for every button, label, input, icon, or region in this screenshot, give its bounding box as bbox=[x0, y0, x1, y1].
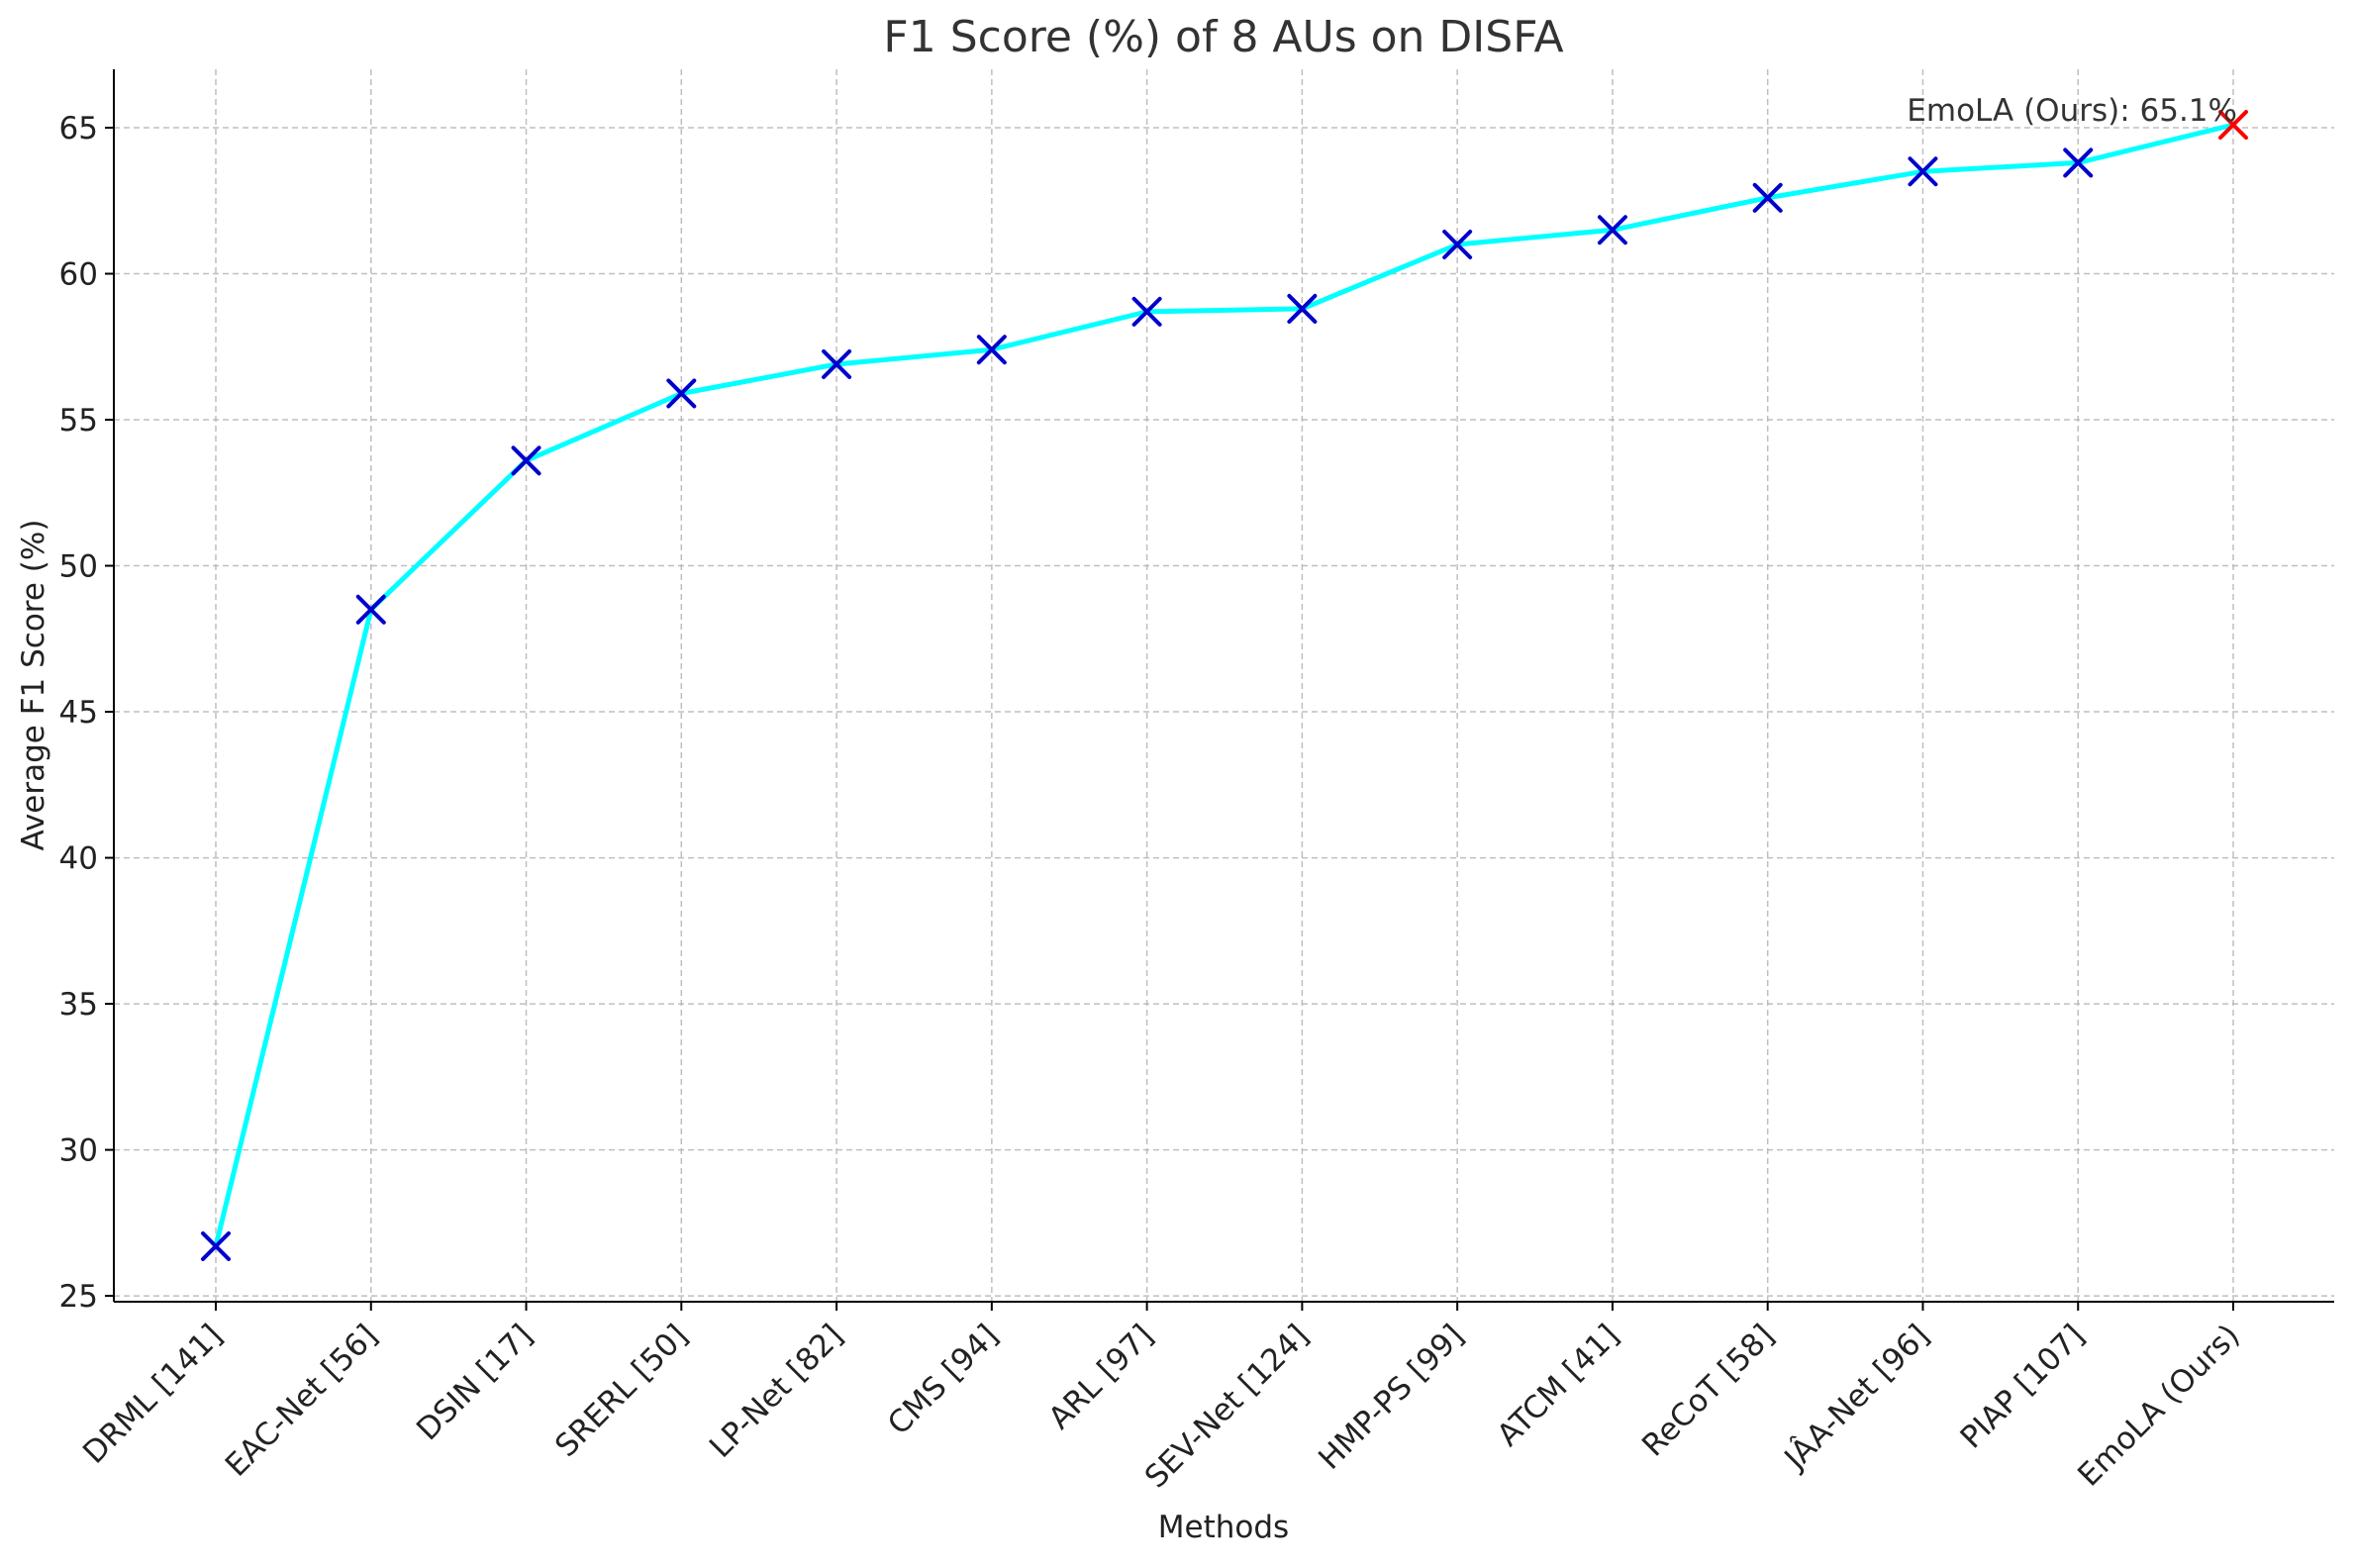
labels: F1 Score (%) of 8 AUs on DISFA Methods A… bbox=[16, 12, 2237, 1545]
annotation-label: EmoLA (Ours): 65.1% bbox=[1907, 93, 2237, 129]
y-tick-label: 65 bbox=[59, 111, 98, 147]
marker-stroke bbox=[822, 348, 852, 379]
marker-stroke bbox=[666, 378, 697, 409]
marker-stroke bbox=[2218, 110, 2248, 141]
data-point-marker bbox=[1752, 182, 1783, 213]
x-tick-label: SEV-Net [124] bbox=[1138, 1318, 1316, 1495]
chart-title: F1 Score (%) of 8 AUs on DISFA bbox=[883, 12, 1563, 62]
y-tick-label: 30 bbox=[59, 1133, 98, 1169]
x-tick-label: EAC-Net [56] bbox=[219, 1318, 385, 1484]
x-tick-label: PIAP [107] bbox=[1954, 1318, 2092, 1455]
data-point-marker bbox=[1287, 293, 1318, 324]
data-point-marker bbox=[2063, 147, 2094, 178]
marker-stroke bbox=[976, 335, 1007, 365]
markers bbox=[201, 110, 2248, 1261]
axes: 25 30 35 40 45 50 55 60 65 DRML [141]EAC-Net [56]… bbox=[59, 69, 2334, 1495]
x-tick-label: HMP-PS [99] bbox=[1312, 1318, 1471, 1477]
y-tick-label: 40 bbox=[59, 841, 98, 877]
data-point-marker bbox=[1908, 156, 1938, 187]
y-tick-label: 60 bbox=[59, 257, 98, 293]
x-tick-label: JÂA-Net [96] bbox=[1777, 1318, 1936, 1477]
highlight-marker bbox=[2218, 110, 2248, 141]
data-point-marker bbox=[666, 378, 697, 409]
x-tick-label: ARL [97] bbox=[1041, 1318, 1160, 1436]
series-line bbox=[213, 122, 2236, 1249]
marker-stroke bbox=[511, 445, 541, 476]
grid bbox=[114, 69, 2334, 1302]
marker-stroke bbox=[1442, 230, 1473, 260]
y-tick-label: 45 bbox=[59, 695, 98, 731]
data-point-marker bbox=[355, 594, 386, 625]
x-axis-label: Methods bbox=[1158, 1510, 1289, 1545]
marker-stroke bbox=[1131, 296, 1162, 327]
data-point-marker bbox=[511, 445, 541, 476]
marker-stroke bbox=[1287, 293, 1318, 324]
y-tick-label: 35 bbox=[59, 987, 98, 1023]
marker-stroke bbox=[2063, 147, 2094, 178]
data-point-marker bbox=[1442, 230, 1473, 260]
data-point-marker bbox=[822, 348, 852, 379]
y-tick-label: 50 bbox=[59, 549, 98, 585]
x-tick-label: EmoLA (Ours) bbox=[2071, 1318, 2246, 1493]
x-tick-label: DRML [141] bbox=[76, 1318, 230, 1471]
series bbox=[213, 122, 2236, 1249]
x-tick-label: ATCM [41] bbox=[1491, 1318, 1626, 1453]
data-point-marker bbox=[1131, 296, 1162, 327]
data-point-marker bbox=[976, 335, 1007, 365]
x-tick-label: ReCoT [58] bbox=[1635, 1318, 1781, 1463]
y-tick-label: 55 bbox=[59, 403, 98, 439]
y-tick-label: 25 bbox=[59, 1279, 98, 1315]
x-tick-label: LP-Net [82] bbox=[703, 1318, 850, 1465]
data-point-marker bbox=[1597, 215, 1627, 245]
data-point-marker bbox=[201, 1230, 231, 1261]
x-tick-label: CMS [94] bbox=[881, 1318, 1006, 1442]
x-tick-label: DSIN [17] bbox=[410, 1318, 540, 1447]
marker-stroke bbox=[1752, 182, 1783, 213]
marker-stroke bbox=[1597, 215, 1627, 245]
marker-stroke bbox=[1908, 156, 1938, 187]
marker-stroke bbox=[201, 1230, 231, 1261]
y-axis-label: Average F1 Score (%) bbox=[16, 520, 51, 851]
x-tick-label: SRERL [50] bbox=[548, 1318, 695, 1464]
marker-stroke bbox=[355, 594, 386, 625]
